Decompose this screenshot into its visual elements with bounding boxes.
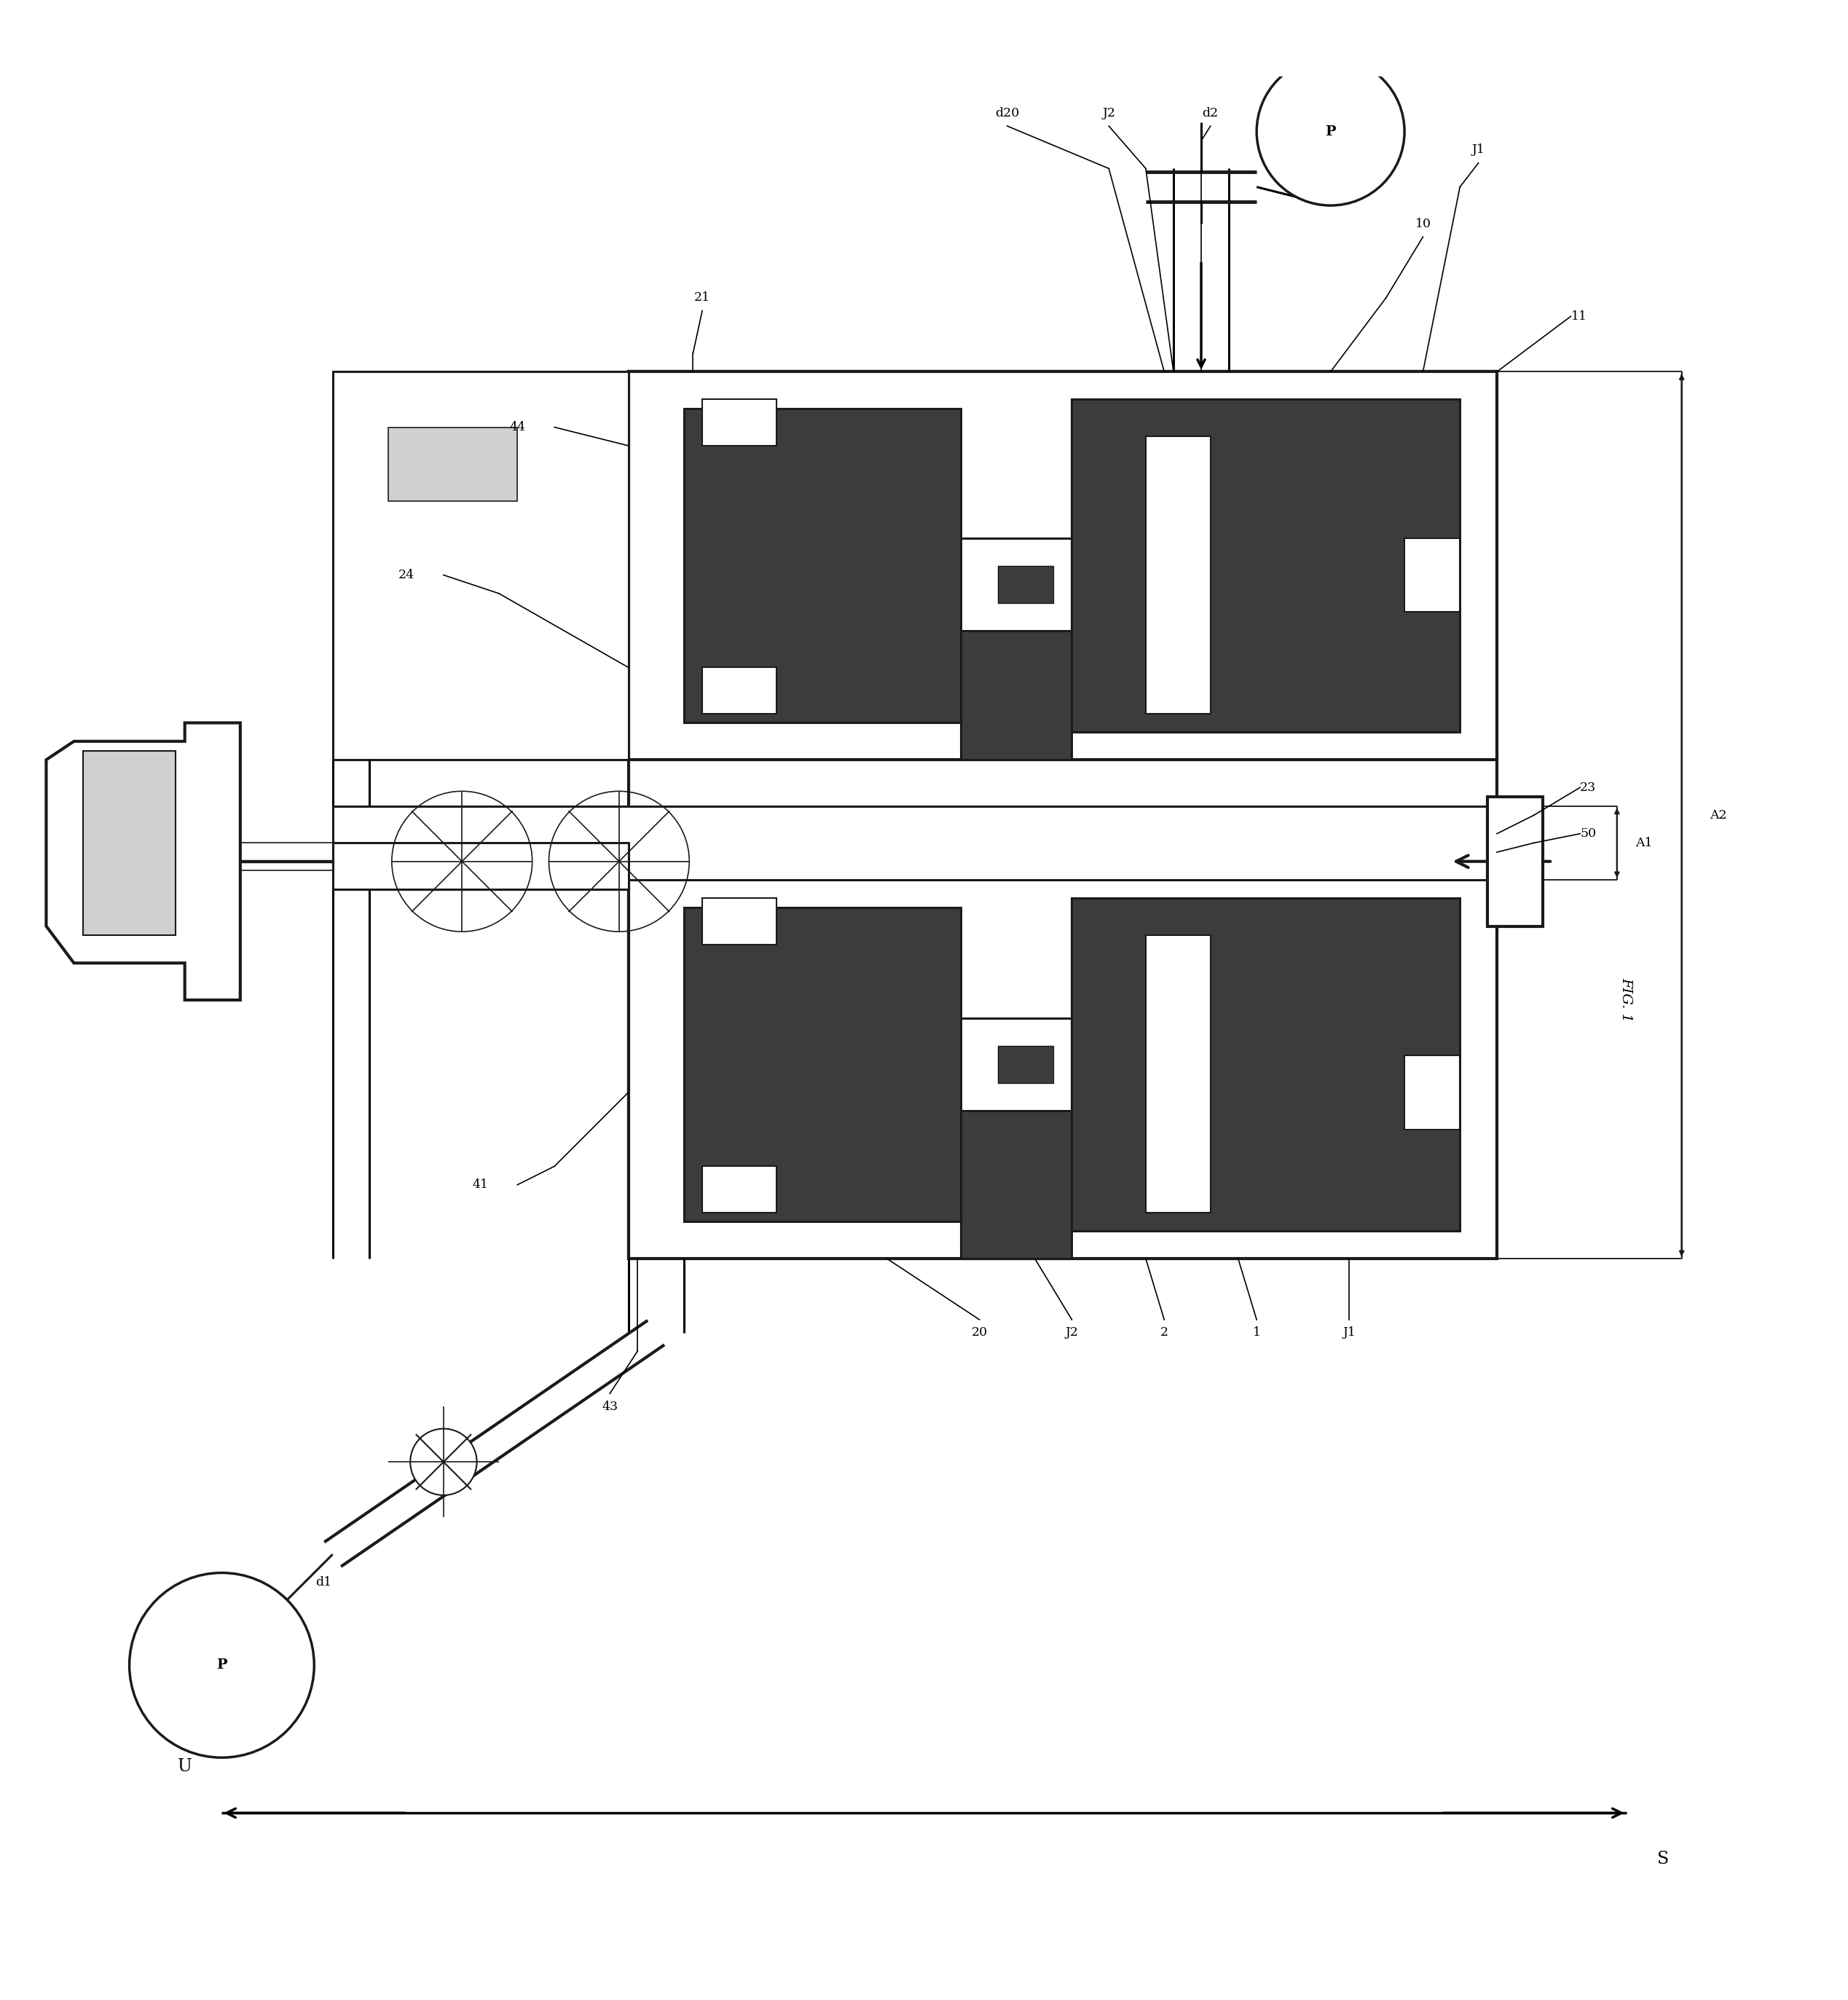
Bar xyxy=(1404,1056,1460,1130)
Text: S: S xyxy=(1658,1850,1669,1868)
Text: J1: J1 xyxy=(1342,1326,1356,1338)
Circle shape xyxy=(129,1572,314,1758)
Bar xyxy=(998,566,1053,602)
Bar xyxy=(1488,796,1543,926)
Circle shape xyxy=(1257,58,1404,206)
Bar xyxy=(702,668,776,714)
Text: A2: A2 xyxy=(1709,810,1726,822)
Text: d2: d2 xyxy=(1203,106,1218,120)
Bar xyxy=(998,1046,1053,1084)
Bar xyxy=(388,428,517,502)
Text: P: P xyxy=(216,1658,227,1672)
Bar xyxy=(961,1110,1072,1258)
Bar xyxy=(1146,936,1210,1212)
Text: 1: 1 xyxy=(1253,1326,1260,1338)
Text: 44: 44 xyxy=(510,420,525,434)
Text: 20: 20 xyxy=(972,1326,987,1338)
Text: 41: 41 xyxy=(473,1178,488,1190)
Bar xyxy=(628,372,1497,760)
Text: d20: d20 xyxy=(994,106,1020,120)
Text: J1: J1 xyxy=(1471,144,1486,156)
Text: A1: A1 xyxy=(1635,836,1652,850)
Bar xyxy=(961,538,1072,630)
Text: 23: 23 xyxy=(1580,782,1597,794)
Text: 21: 21 xyxy=(695,292,710,304)
Bar xyxy=(333,842,628,890)
Bar xyxy=(961,1018,1072,1110)
Bar xyxy=(684,408,961,722)
Bar xyxy=(684,908,961,1222)
Bar xyxy=(961,630,1072,760)
Text: 43: 43 xyxy=(602,1400,617,1412)
Text: 11: 11 xyxy=(1571,310,1587,322)
Text: 2: 2 xyxy=(1161,1326,1168,1338)
Bar xyxy=(83,750,176,936)
Bar xyxy=(1072,400,1460,732)
Text: J2: J2 xyxy=(1101,106,1116,120)
Text: U: U xyxy=(177,1758,192,1776)
Bar xyxy=(628,372,1497,1258)
Text: P: P xyxy=(1325,124,1336,138)
Bar xyxy=(333,372,628,760)
Text: 50: 50 xyxy=(1580,828,1597,840)
Text: d1: d1 xyxy=(316,1576,331,1588)
Text: 10: 10 xyxy=(1416,218,1430,230)
Bar xyxy=(1072,898,1460,1230)
Bar xyxy=(1404,538,1460,612)
Text: FIG. 1: FIG. 1 xyxy=(1619,978,1634,1022)
Polygon shape xyxy=(46,722,240,1000)
Bar xyxy=(702,898,776,944)
Bar xyxy=(702,400,776,446)
Text: J2: J2 xyxy=(1064,1326,1079,1338)
Text: 24: 24 xyxy=(399,568,414,582)
Bar xyxy=(333,806,1515,880)
Bar xyxy=(702,1166,776,1212)
Bar xyxy=(628,870,1497,1258)
Bar xyxy=(1146,436,1210,714)
Circle shape xyxy=(410,1428,477,1496)
